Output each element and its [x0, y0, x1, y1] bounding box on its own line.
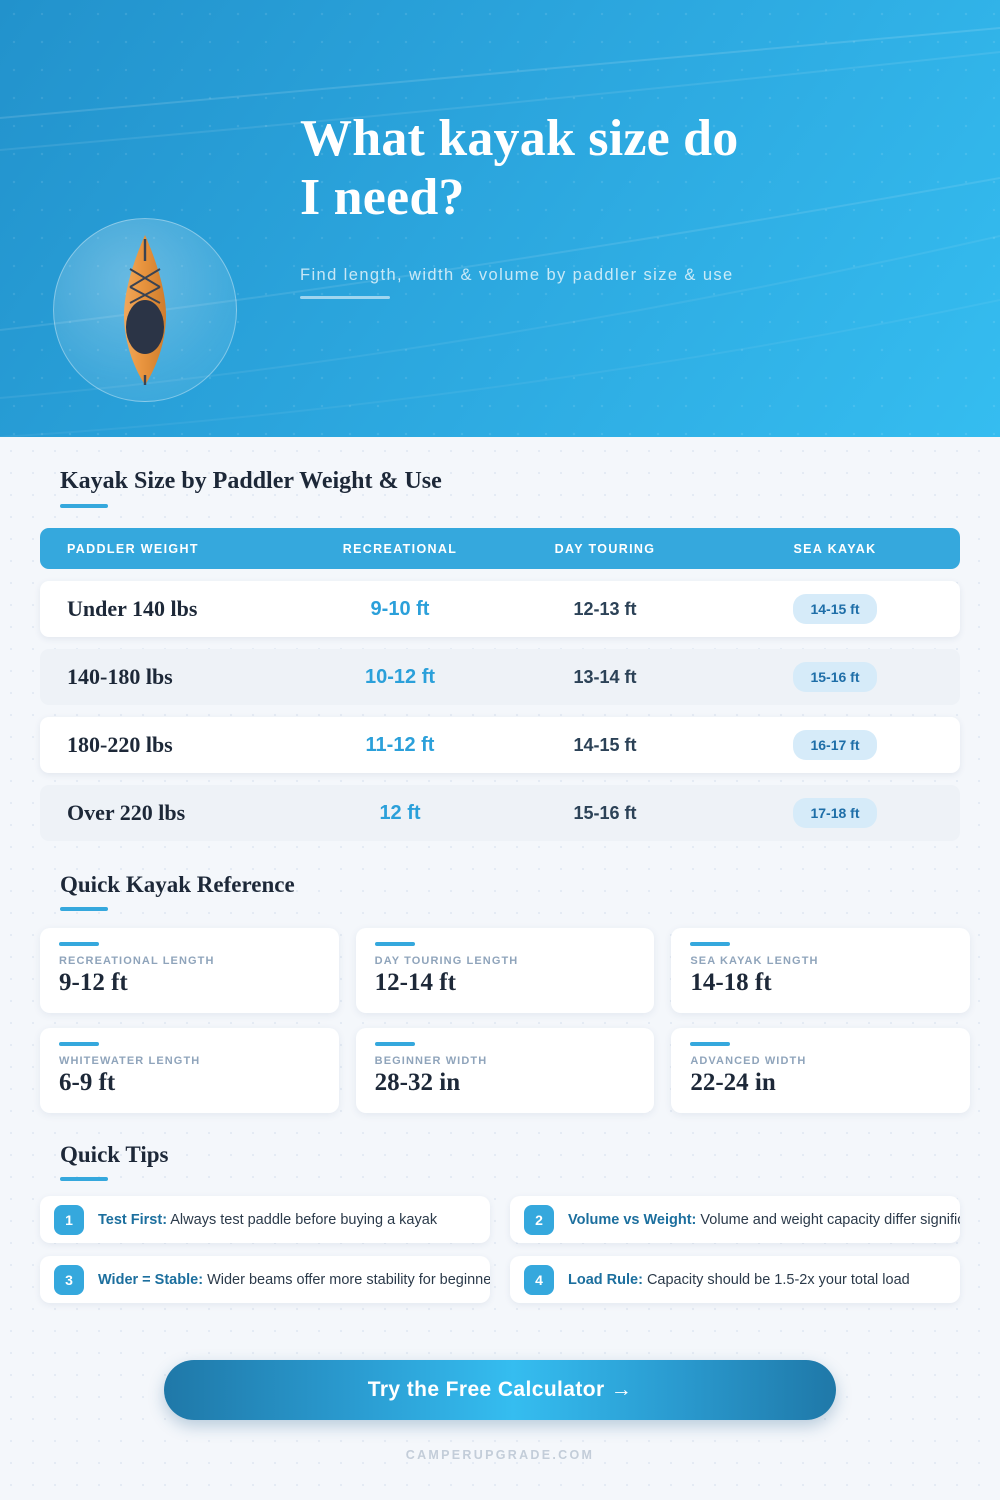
tip-body: Always test paddle before buying a kayak	[170, 1211, 438, 1228]
page-title: What kayak size do I need?	[300, 110, 940, 228]
heading-accent-bar	[60, 504, 108, 508]
table-header-row: PADDLER WEIGHT RECREATIONAL DAY TOURING …	[40, 528, 960, 569]
card-value: 12-14 ft	[374, 969, 456, 996]
cell-paddler-weight: 180-220 lbs	[67, 732, 173, 757]
column-header-sea-kayak: SEA KAYAK	[793, 541, 877, 556]
reference-card: ADVANCED WIDTH 22-24 in	[671, 1028, 971, 1113]
try-calculator-button[interactable]: Try the Free Calculator →	[164, 1360, 836, 1420]
hero-subtitle: Find length, width & volume by paddler s…	[300, 266, 734, 284]
card-value: 22-24 in	[690, 1069, 776, 1096]
card-accent-bar	[374, 1042, 415, 1046]
tip-title: Load Rule:	[568, 1271, 643, 1288]
cell-recreational: 12 ft	[379, 801, 421, 824]
cell-day-touring: 12-13 ft	[573, 598, 637, 619]
card-accent-bar	[690, 942, 731, 946]
cell-recreational: 10-12 ft	[364, 665, 436, 688]
tip-title: Wider = Stable:	[98, 1271, 204, 1288]
column-header-day-touring: DAY TOURING	[554, 541, 656, 556]
sea-kayak-badge: 17-18 ft	[793, 798, 877, 828]
card-label: WHITEWATER LENGTH	[59, 1055, 201, 1067]
card-label: SEA KAYAK LENGTH	[690, 955, 819, 967]
quick-tips-list: 1 Test First: Always test paddle before …	[40, 1196, 1000, 1316]
kayak-top-view-icon	[53, 218, 237, 402]
cell-day-touring: 13-14 ft	[573, 666, 637, 687]
kayak-size-table: PADDLER WEIGHT RECREATIONAL DAY TOURING …	[40, 528, 960, 841]
title-line-2: I need?	[300, 168, 465, 226]
quick-reference-cards: RECREATIONAL LENGTH 9-12 ft DAY TOURING …	[40, 928, 971, 1128]
cell-recreational: 11-12 ft	[365, 733, 435, 756]
tip-title: Test First:	[98, 1211, 168, 1228]
hero-header: What kayak size do I need? Find length, …	[0, 0, 1000, 437]
heading-accent-bar	[60, 1177, 108, 1181]
card-value: 28-32 in	[374, 1069, 461, 1096]
cell-paddler-weight: Under 140 lbs	[67, 596, 198, 621]
reference-card: BEGINNER WIDTH 28-32 in	[355, 1028, 655, 1113]
tip-card: 2 Volume vs Weight: Volume and weight ca…	[510, 1196, 960, 1243]
tip-body: Wider beams offer more stability for beg…	[207, 1271, 490, 1288]
tip-number-badge: 1	[54, 1204, 84, 1235]
reference-card-row: RECREATIONAL LENGTH 9-12 ft DAY TOURING …	[40, 928, 971, 1013]
card-label: ADVANCED WIDTH	[690, 1055, 807, 1067]
reference-section-heading-text: Quick Kayak Reference	[60, 872, 295, 897]
cell-day-touring: 14-15 ft	[573, 734, 637, 755]
tip-number-badge: 4	[524, 1264, 554, 1295]
reference-card: DAY TOURING LENGTH 12-14 ft	[355, 928, 655, 1013]
sea-kayak-badge: 14-15 ft	[793, 594, 877, 624]
tip-card: 3 Wider = Stable: Wider beams offer more…	[40, 1256, 490, 1303]
tip-text: Load Rule: Capacity should be 1.5-2x you…	[568, 1272, 910, 1288]
card-accent-bar	[59, 1042, 99, 1046]
sea-kayak-badge: 16-17 ft	[793, 730, 877, 760]
sea-kayak-badge: 15-16 ft	[793, 662, 877, 692]
tip-card: 1 Test First: Always test paddle before …	[40, 1196, 490, 1243]
table-row: 180-220 lbs 11-12 ft 14-15 ft 16-17 ft	[40, 717, 960, 773]
cell-paddler-weight: Over 220 lbs	[67, 800, 186, 825]
card-accent-bar	[374, 942, 415, 946]
column-header-paddler-weight: PADDLER WEIGHT	[67, 541, 199, 556]
column-header-recreational: RECREATIONAL	[342, 541, 458, 556]
cell-day-touring: 15-16 ft	[573, 802, 637, 823]
tips-section-heading: Quick Tips	[60, 1142, 168, 1181]
cell-paddler-weight: 140-180 lbs	[67, 664, 173, 689]
tips-section-heading-text: Quick Tips	[60, 1142, 169, 1167]
tip-number-badge: 2	[524, 1204, 554, 1235]
title-line-1: What kayak size do	[300, 110, 739, 167]
card-value: 9-12 ft	[59, 969, 128, 996]
tip-row: 3 Wider = Stable: Wider beams offer more…	[40, 1256, 1000, 1303]
tip-number-badge: 3	[54, 1264, 84, 1295]
table-section-heading-text: Kayak Size by Paddler Weight & Use	[60, 468, 442, 494]
cell-sea-kayak: 15-16 ft	[710, 662, 960, 692]
reference-card: WHITEWATER LENGTH 6-9 ft	[40, 1028, 339, 1113]
card-value: 14-18 ft	[690, 969, 772, 996]
card-label: DAY TOURING LENGTH	[374, 955, 519, 967]
tip-row: 1 Test First: Always test paddle before …	[40, 1196, 1000, 1243]
tip-text: Volume vs Weight: Volume and weight capa…	[568, 1212, 960, 1228]
hero-subtitle-rule	[300, 296, 390, 299]
reference-card: RECREATIONAL LENGTH 9-12 ft	[40, 928, 339, 1013]
reference-section-heading: Quick Kayak Reference	[60, 872, 295, 911]
card-label: BEGINNER WIDTH	[374, 1055, 488, 1067]
footer-site-url: CAMPERUPGRADE.COM	[405, 1448, 595, 1462]
card-accent-bar	[59, 942, 99, 946]
tip-text: Wider = Stable: Wider beams offer more s…	[98, 1272, 490, 1288]
cell-sea-kayak: 14-15 ft	[710, 594, 960, 624]
card-label: RECREATIONAL LENGTH	[59, 955, 215, 967]
tip-title: Volume vs Weight:	[568, 1211, 697, 1228]
heading-accent-bar	[60, 907, 108, 911]
table-row: Over 220 lbs 12 ft 15-16 ft 17-18 ft	[40, 785, 960, 841]
card-value: 6-9 ft	[59, 1069, 116, 1096]
tip-body: Capacity should be 1.5-2x your total loa…	[646, 1271, 910, 1288]
cell-recreational: 9-10 ft	[370, 597, 430, 620]
cell-sea-kayak: 17-18 ft	[710, 798, 960, 828]
card-accent-bar	[690, 1042, 731, 1046]
cell-sea-kayak: 16-17 ft	[710, 730, 960, 760]
table-section-heading: Kayak Size by Paddler Weight & Use	[60, 468, 442, 508]
reference-card-row: WHITEWATER LENGTH 6-9 ft BEGINNER WIDTH …	[40, 1028, 971, 1113]
table-row: Under 140 lbs 9-10 ft 12-13 ft 14-15 ft	[40, 581, 960, 637]
reference-card: SEA KAYAK LENGTH 14-18 ft	[671, 928, 971, 1013]
table-row: 140-180 lbs 10-12 ft 13-14 ft 15-16 ft	[40, 649, 960, 705]
tip-card: 4 Load Rule: Capacity should be 1.5-2x y…	[510, 1256, 960, 1303]
tip-text: Test First: Always test paddle before bu…	[98, 1212, 437, 1228]
tip-body: Volume and weight capacity differ signif…	[700, 1211, 960, 1228]
